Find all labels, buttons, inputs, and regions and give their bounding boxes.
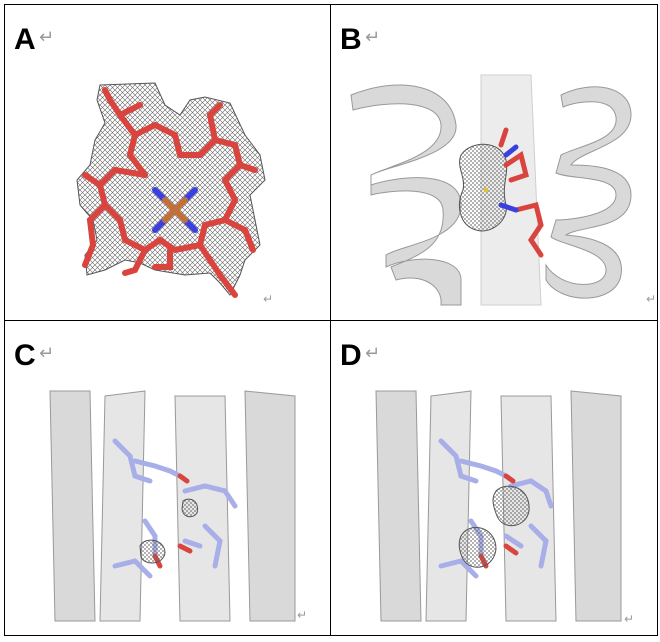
figure-grid: A ↵: [4, 4, 658, 636]
iron-center: [162, 197, 188, 223]
nitrogen-sticks: [498, 144, 519, 213]
panel-a: A ↵: [4, 4, 331, 321]
panel-label-a: A: [14, 23, 36, 56]
return-glyph-a-corner: ↵: [263, 292, 274, 306]
return-glyph-a: ↵: [39, 27, 55, 48]
panel-d: D ↵: [330, 320, 658, 636]
panel-label-c: C: [14, 339, 36, 372]
helix-left: [350, 84, 462, 306]
return-glyph-d: ↵: [365, 343, 381, 364]
density-blob-1: [181, 498, 199, 518]
density-blob-2: [458, 527, 497, 568]
helix-bundle-figure-d: [375, 390, 622, 622]
density-blob-1: [492, 485, 530, 526]
panel-b: B ↵: [330, 4, 658, 321]
helix-bundle-figure-c: [49, 390, 296, 622]
return-glyph-b-corner: ↵: [646, 292, 657, 306]
iron-atom: [483, 187, 489, 193]
helix-right: [545, 86, 632, 299]
return-glyph-c-corner: ↵: [297, 608, 308, 622]
return-glyph-d-corner: ↵: [624, 612, 635, 626]
panel-label-d: D: [340, 339, 362, 372]
protein-heme-figure: [350, 74, 632, 306]
return-glyph-b: ↵: [365, 27, 381, 48]
heme-density-figure: [76, 82, 266, 298]
panel-c: C ↵: [4, 320, 331, 636]
helices-c: [49, 390, 296, 622]
density-blob-2: [139, 539, 166, 564]
porphyrin-sticks: [82, 87, 258, 298]
panel-label-b: B: [340, 23, 362, 56]
ligand-sticks: [498, 127, 544, 258]
density-mesh: [459, 143, 508, 232]
return-glyph-c: ↵: [39, 343, 55, 364]
